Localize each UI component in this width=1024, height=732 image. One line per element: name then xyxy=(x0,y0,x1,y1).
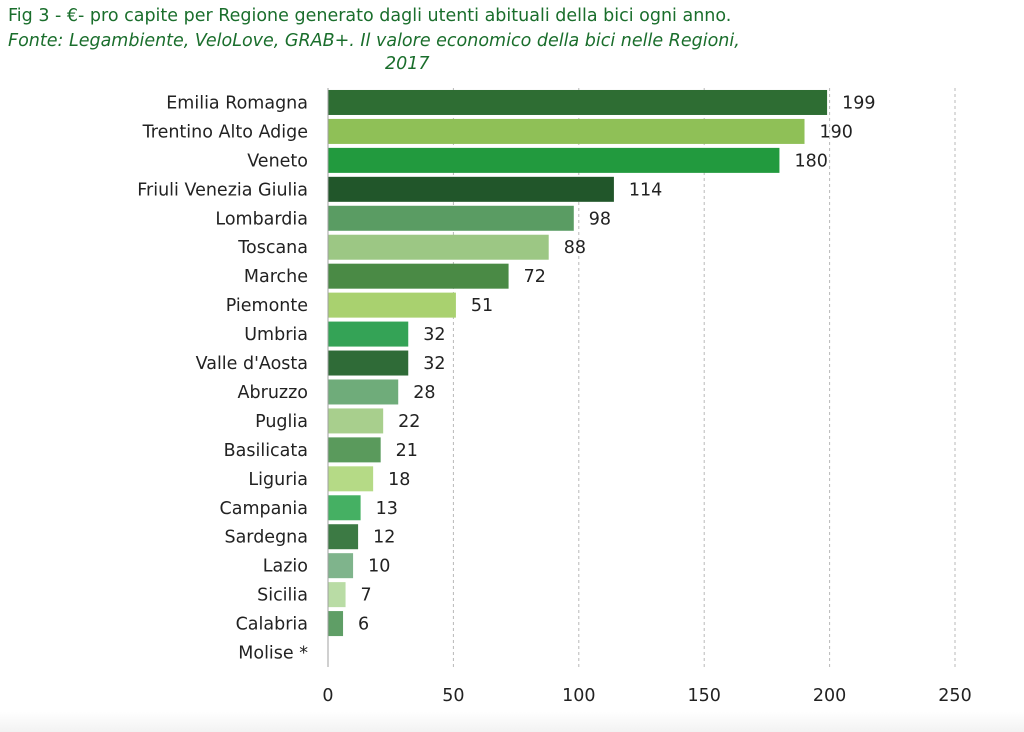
bar xyxy=(328,263,509,289)
value-label: 7 xyxy=(361,586,372,606)
value-label: 180 xyxy=(794,151,827,171)
category-label: Piemonte xyxy=(226,296,308,316)
value-label: 12 xyxy=(373,528,395,548)
category-label: Campania xyxy=(220,499,309,519)
category-label: Friuli Venezia Giulia xyxy=(137,180,308,200)
bar xyxy=(328,408,384,434)
bar xyxy=(328,118,805,144)
bar xyxy=(328,437,381,463)
bar xyxy=(328,321,409,347)
value-label: 190 xyxy=(820,122,853,142)
value-label: 114 xyxy=(629,180,662,200)
category-label: Valle d'Aosta xyxy=(196,354,308,374)
category-label: Liguria xyxy=(248,470,308,490)
value-label: 88 xyxy=(564,238,586,258)
category-label: Marche xyxy=(244,267,308,287)
x-tick-label: 150 xyxy=(687,686,720,706)
bar xyxy=(328,379,399,405)
x-tick-label: 250 xyxy=(938,686,971,706)
category-label: Abruzzo xyxy=(238,383,308,403)
value-label: 98 xyxy=(589,209,611,229)
bar xyxy=(328,524,359,550)
value-label: 18 xyxy=(388,470,410,490)
bar xyxy=(328,553,354,579)
category-label: Umbria xyxy=(244,325,308,345)
bottom-edge-shade xyxy=(0,712,1024,732)
category-label: Lombardia xyxy=(215,209,308,229)
value-label: 6 xyxy=(358,615,369,635)
category-label: Basilicata xyxy=(224,441,308,461)
bar xyxy=(328,292,456,318)
figure-caption-line-2: Fonte: Legambiente, VeloLove, GRAB+. Il … xyxy=(8,31,740,51)
value-label: 199 xyxy=(842,93,875,113)
category-label: Trentino Alto Adige xyxy=(142,122,308,142)
value-label: 22 xyxy=(398,412,420,432)
category-label: Sicilia xyxy=(257,586,308,606)
figure-caption-line-3: 2017 xyxy=(385,54,430,74)
category-label: Lazio xyxy=(263,557,308,577)
value-label: 13 xyxy=(376,499,398,519)
category-label: Toscana xyxy=(237,238,308,258)
value-label: 28 xyxy=(413,383,435,403)
x-tick-label: 100 xyxy=(562,686,595,706)
bar xyxy=(328,582,346,608)
bar xyxy=(328,176,614,202)
value-label: 21 xyxy=(396,441,418,461)
bar xyxy=(328,205,574,231)
category-label: Calabria xyxy=(236,615,308,635)
category-label: Molise * xyxy=(238,644,308,664)
bar xyxy=(328,147,780,173)
bar xyxy=(328,611,344,637)
bar xyxy=(328,234,549,260)
bar xyxy=(328,466,374,492)
bar xyxy=(328,350,409,376)
x-tick-label: 200 xyxy=(813,686,846,706)
x-tick-label: 0 xyxy=(322,686,333,706)
category-label: Puglia xyxy=(255,412,308,432)
value-label: 32 xyxy=(423,325,445,345)
value-label: 51 xyxy=(471,296,493,316)
bar xyxy=(328,89,828,115)
value-label: 32 xyxy=(423,354,445,374)
x-tick-label: 50 xyxy=(442,686,464,706)
value-label: 72 xyxy=(524,267,546,287)
category-label: Veneto xyxy=(247,151,308,171)
value-label: 10 xyxy=(368,557,390,577)
category-label: Sardegna xyxy=(224,528,308,548)
bar-chart: Emilia Romagna 199 Trentino Alto Adige 190 V… xyxy=(137,88,972,706)
category-label: Emilia Romagna xyxy=(166,93,308,113)
bar xyxy=(328,495,361,521)
figure-caption-line-1: Fig 3 - €- pro capite per Regione genera… xyxy=(8,6,732,26)
